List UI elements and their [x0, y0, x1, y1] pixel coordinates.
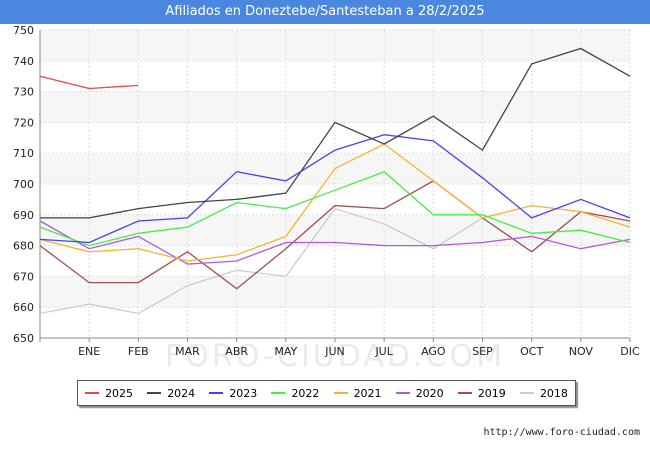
series-line-2020 [39, 220, 631, 265]
y-tick-label: 670 [13, 270, 34, 283]
y-tick-label: 680 [13, 240, 34, 253]
x-tick-label: ENE [78, 345, 100, 358]
grid-lines [40, 29, 631, 339]
y-tick-label: 740 [13, 55, 34, 68]
legend-swatch [395, 392, 410, 394]
y-tick-label: 690 [13, 209, 34, 222]
y-tick-label: 660 [13, 301, 34, 314]
legend-swatch [85, 392, 100, 394]
y-tick-label: 650 [13, 332, 34, 345]
legend-item-2019: 2019 [457, 386, 506, 400]
legend-item-2021: 2021 [333, 386, 382, 400]
series-line-2018 [39, 207, 483, 315]
x-tick-label: ABR [225, 345, 248, 358]
legend-label: 2024 [167, 386, 196, 400]
legend-swatch [209, 392, 224, 394]
legend-item-2020: 2020 [395, 386, 444, 400]
x-tick-label: DIC [620, 345, 640, 358]
legend-label: 2023 [229, 386, 258, 400]
x-tick-label: MAR [175, 345, 200, 358]
y-axis-ticks: 650 660 670 680 690 700 710 720 730 740 750 [13, 24, 34, 345]
series-lines [39, 47, 631, 315]
source-footer: http://www.foro-ciudad.com [483, 427, 640, 438]
legend-label: 2020 [415, 386, 444, 400]
axes [39, 30, 631, 342]
legend-item-2025: 2025 [85, 387, 133, 400]
watermark: FORO-CIUDAD.COM [165, 339, 505, 374]
series-line-2024 [40, 47, 631, 219]
x-tick-label: JUN [324, 345, 345, 358]
series-line-2021 [39, 143, 631, 262]
x-tick-label: NOV [569, 345, 594, 358]
series-line-2022 [39, 170, 631, 247]
legend-swatch [519, 392, 534, 394]
legend-item-2023: 2023 [209, 387, 257, 400]
x-tick-label: SEP [472, 345, 493, 358]
series-line-2025 [39, 75, 139, 90]
legend-item-2022: 2022 [271, 387, 319, 400]
legend-label: 2019 [477, 386, 506, 400]
legend-swatch [147, 392, 162, 394]
x-tick-label: MAY [274, 345, 297, 358]
legend-label: 2018 [539, 386, 568, 400]
x-axis-ticks: ENE FEB MAR ABR MAY JUN JUL AGO SEP OCT NOV DIC [78, 345, 640, 358]
series-line-2019 [39, 180, 631, 290]
y-tick-label: 710 [13, 147, 34, 160]
legend-label: 2021 [353, 386, 382, 400]
x-tick-label: FEB [128, 345, 149, 358]
legend-label: 2025 [105, 386, 134, 400]
legend: 2025 2024 2023 2022 2021 2020 2019 2018 [77, 380, 576, 406]
y-tick-label: 750 [13, 24, 34, 37]
x-tick-label: OCT [520, 345, 543, 358]
legend-swatch [457, 392, 472, 394]
legend-item-2018: 2018 [519, 386, 568, 400]
legend-swatch [271, 392, 286, 394]
legend-swatch [333, 392, 348, 394]
y-tick-label: 730 [13, 86, 34, 99]
legend-item-2024: 2024 [147, 387, 195, 400]
x-tick-label: AGO [421, 345, 446, 358]
y-tick-label: 720 [13, 116, 34, 129]
x-tick-label: JUL [374, 345, 393, 358]
series-line-2023 [39, 134, 631, 244]
y-tick-label: 700 [13, 178, 34, 191]
legend-label: 2022 [291, 386, 320, 400]
chart-title: Afiliados en Doneztebe/Santesteban a 28/… [0, 0, 650, 24]
